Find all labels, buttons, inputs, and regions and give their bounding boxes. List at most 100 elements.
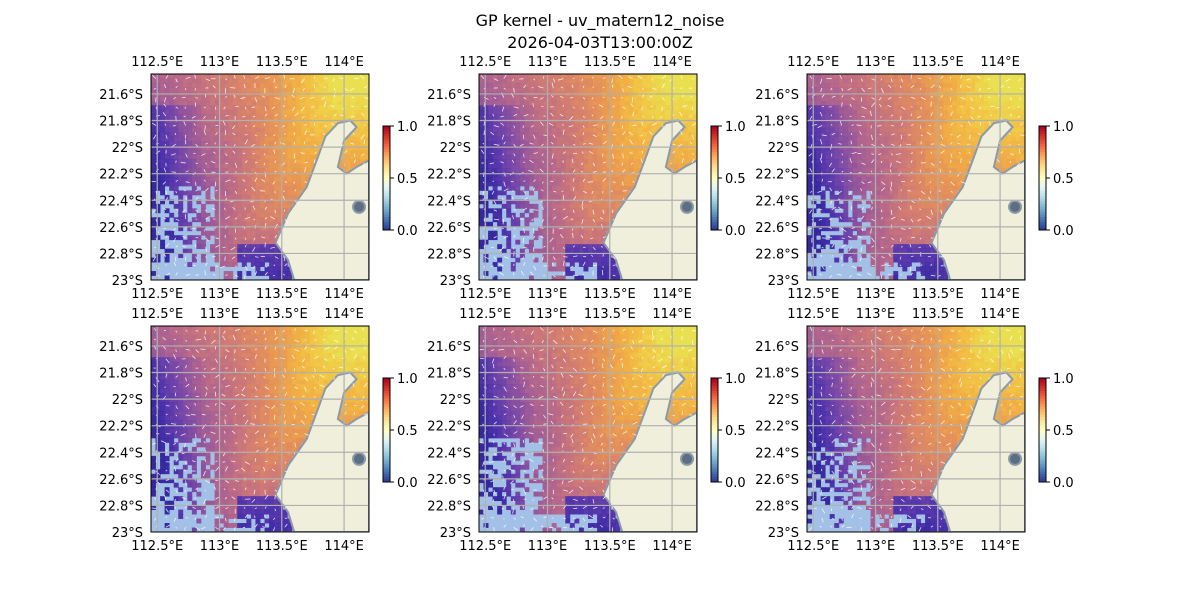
heatmap-cell [597,190,603,196]
heatmap-cell [902,154,908,160]
heatmap-cell [214,221,220,227]
heatmap-cell [647,82,652,88]
heatmap-cell [538,190,543,196]
heatmap-cell [501,230,507,236]
heatmap-cell [637,78,643,84]
heatmap-cell [861,74,867,79]
heatmap-cell [182,100,188,106]
heatmap-cell [943,109,949,115]
heatmap-cell [975,136,980,142]
heatmap-cell [569,248,575,254]
heatmap-cell [246,199,252,205]
heatmap-cell [228,82,234,88]
heatmap-cell [624,177,630,182]
heatmap-cell [291,136,297,142]
vector-arrow [152,74,157,79]
heatmap-cell [556,185,562,191]
heatmap-cell [300,163,306,169]
heatmap-cell [547,132,553,138]
heatmap-cell [943,96,949,102]
heatmap-cell [861,87,867,93]
heatmap-cell [619,181,625,187]
heatmap-cell [359,74,365,79]
heatmap-cell [296,145,302,151]
heatmap-cell [346,136,352,142]
heatmap-cell [264,212,270,218]
heatmap-cell [273,114,279,120]
heatmap-cell [538,82,543,88]
heatmap-cell [241,159,247,164]
heatmap-cell [637,109,643,115]
heatmap-cell [278,141,284,147]
heatmap-cell [524,159,530,164]
heatmap-cell [597,235,603,241]
vector-arrow [582,97,586,100]
heatmap-cell [309,150,315,156]
vector-arrow [304,130,307,136]
heatmap-cell [214,181,220,187]
heatmap-cell [556,217,562,223]
heatmap-cell [359,109,365,115]
heatmap-cell [665,74,671,79]
heatmap-cell [191,181,197,187]
heatmap-cell [264,203,270,209]
heatmap-cell [565,150,571,156]
heatmap-cell [291,163,297,169]
heatmap-cell [246,145,252,151]
heatmap-cell [965,74,971,79]
vector-arrow [231,256,236,260]
heatmap-cell [538,141,543,147]
heatmap-cell [210,150,215,156]
heatmap-cell [346,163,352,169]
heatmap-cell [834,118,840,124]
heatmap-cell [273,226,279,232]
heatmap-cell [273,127,279,133]
heatmap-cell [269,221,275,227]
heatmap-cell [160,114,166,120]
vector-arrow [174,132,177,136]
heatmap-cell [282,266,288,272]
heatmap-cell [993,74,999,79]
heatmap-cell [956,132,962,138]
heatmap-cell [155,136,161,142]
heatmap-cell [155,132,161,138]
heatmap-cell [560,181,566,187]
heatmap-cell [952,163,958,169]
colorbar-segment [383,227,390,231]
heatmap-cell [866,132,871,138]
heatmap-cell [624,118,630,124]
heatmap-cell [178,172,184,178]
vector-arrow [533,152,538,154]
heatmap-cell [291,159,297,164]
heatmap-cell [178,181,184,187]
heatmap-cell [597,168,603,173]
heatmap-cell [619,96,625,102]
heatmap-cell [569,172,575,178]
heatmap-cell [866,96,871,102]
heatmap-cell [597,239,603,245]
heatmap-cell [615,105,621,111]
vector-arrow [632,181,635,183]
heatmap-cell [323,127,329,133]
heatmap-cell [291,190,297,196]
heatmap-cell [569,118,575,124]
vector-arrow [274,141,277,145]
colorbar-segment [383,131,390,135]
heatmap-cell [578,159,584,164]
vector-arrow [274,256,279,259]
heatmap-cell [547,141,553,147]
heatmap-cell [346,114,352,120]
heatmap-cell [615,177,621,182]
heatmap-cell [665,78,671,84]
heatmap-cell [246,154,252,160]
heatmap-cell [178,253,184,259]
heatmap-cell [314,127,320,133]
heatmap-cell [264,185,270,191]
vector-arrow [690,95,693,98]
heatmap-cell [246,150,252,156]
vector-arrow [251,143,256,147]
heatmap-cell [637,141,643,147]
heatmap-cell [228,123,234,129]
heatmap-cell [565,127,571,133]
heatmap-cell [364,87,369,93]
